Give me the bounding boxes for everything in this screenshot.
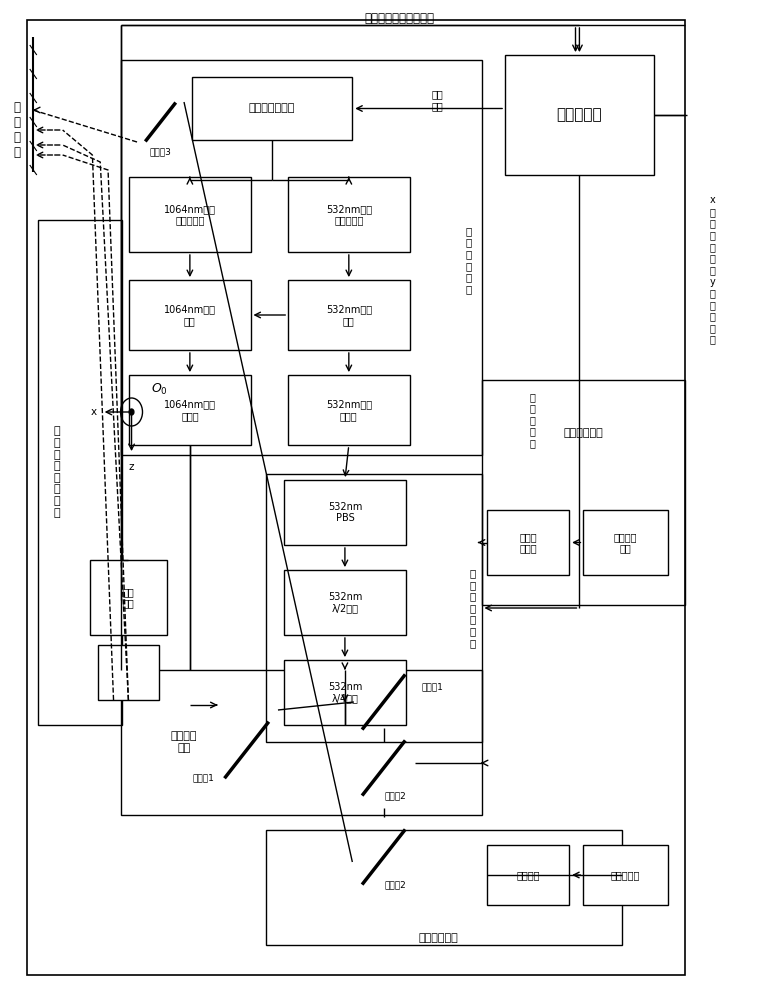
Text: 光学合束
装置: 光学合束 装置 <box>171 731 197 753</box>
Text: 反射镜3: 反射镜3 <box>150 147 171 156</box>
Text: 数字波形发生器: 数字波形发生器 <box>249 104 295 113</box>
FancyBboxPatch shape <box>284 660 406 725</box>
Text: $O_0$: $O_0$ <box>151 382 168 397</box>
Text: 反射镜2: 反射镜2 <box>384 881 406 890</box>
FancyBboxPatch shape <box>90 560 167 635</box>
Text: 532nm
λ/2波片: 532nm λ/2波片 <box>328 592 362 613</box>
Text: 波
形
模
拟
装
置: 波 形 模 拟 装 置 <box>465 226 471 294</box>
Text: 1064nm光调
制器: 1064nm光调 制器 <box>164 304 216 326</box>
Text: 转台驱动器: 转台驱动器 <box>611 870 640 880</box>
FancyBboxPatch shape <box>583 510 668 575</box>
Text: 光束偏转装置: 光束偏转装置 <box>419 933 458 943</box>
FancyBboxPatch shape <box>284 480 406 545</box>
Text: 532nm保偏
连续激光器: 532nm保偏 连续激光器 <box>326 204 372 225</box>
Text: 监控
相机: 监控 相机 <box>122 587 135 608</box>
Text: 二维转台: 二维转台 <box>516 870 540 880</box>
FancyBboxPatch shape <box>192 77 352 140</box>
FancyBboxPatch shape <box>129 177 251 252</box>
FancyBboxPatch shape <box>284 570 406 635</box>
Text: 合束镜1: 合束镜1 <box>421 682 443 692</box>
Text: 噪声光
准直器: 噪声光 准直器 <box>519 532 537 553</box>
Text: 宽谱噪声
光源: 宽谱噪声 光源 <box>614 532 637 553</box>
Text: 1064nm保偏
连续激光器: 1064nm保偏 连续激光器 <box>164 204 216 225</box>
Text: x: x <box>91 407 97 417</box>
Text: 中
继
像
面: 中 继 像 面 <box>14 101 20 159</box>
Text: x
方
向
转
动
角
，
y
方
向
转
动
角: x 方 向 转 动 角 ， y 方 向 转 动 角 <box>709 195 716 345</box>
FancyBboxPatch shape <box>129 375 251 445</box>
Text: 532nm光调
制器: 532nm光调 制器 <box>326 304 372 326</box>
Text: 偏
振
态
数
据: 偏 振 态 数 据 <box>529 392 536 448</box>
FancyBboxPatch shape <box>129 280 251 350</box>
Text: z: z <box>128 462 135 472</box>
Text: 控制计算机: 控制计算机 <box>557 107 602 122</box>
Text: 反射镜1: 反射镜1 <box>193 774 215 782</box>
FancyBboxPatch shape <box>487 510 569 575</box>
FancyBboxPatch shape <box>487 845 569 905</box>
Text: 波形
数据: 波形 数据 <box>431 89 443 111</box>
FancyBboxPatch shape <box>505 55 654 175</box>
Text: 激
光
方
向
跟
踪
装
置: 激 光 方 向 跟 踪 装 置 <box>53 426 60 518</box>
Text: 中继像面上的光斑图像: 中继像面上的光斑图像 <box>364 11 435 24</box>
FancyBboxPatch shape <box>288 280 410 350</box>
Text: 532nm
λ/4波片: 532nm λ/4波片 <box>328 682 362 703</box>
FancyBboxPatch shape <box>583 845 668 905</box>
Text: 532nm
PBS: 532nm PBS <box>328 502 362 523</box>
Text: 1064nm激光
准直器: 1064nm激光 准直器 <box>164 399 216 421</box>
Text: 噪声模拟装置: 噪声模拟装置 <box>564 428 603 438</box>
FancyBboxPatch shape <box>288 177 410 252</box>
Text: 532nm激光
准直器: 532nm激光 准直器 <box>326 399 372 421</box>
FancyBboxPatch shape <box>98 645 159 700</box>
FancyBboxPatch shape <box>288 375 410 445</box>
Text: 偏
振
态
模
拟
装
置: 偏 振 态 模 拟 装 置 <box>469 568 475 648</box>
Circle shape <box>129 409 134 415</box>
Text: 合束镜2: 合束镜2 <box>384 792 406 800</box>
